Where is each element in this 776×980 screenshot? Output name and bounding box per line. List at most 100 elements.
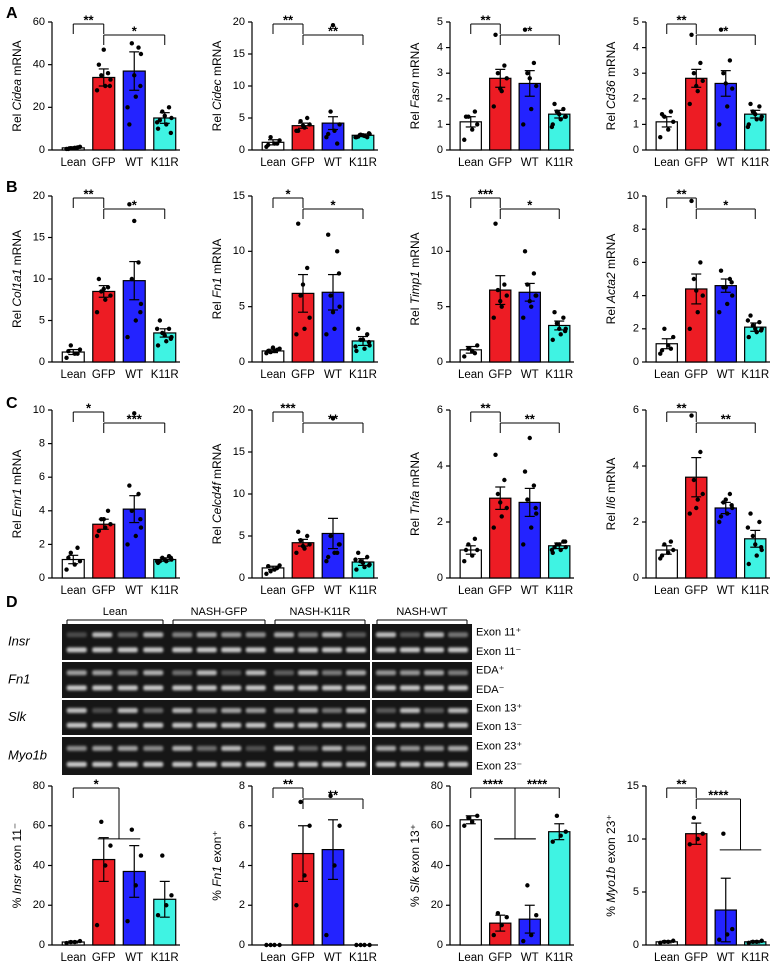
significance-label: **** xyxy=(708,787,729,802)
label-part: exon 23⁺ xyxy=(604,814,618,866)
data-point xyxy=(296,529,301,534)
gel-band xyxy=(322,685,342,691)
panel-label: A xyxy=(6,5,18,22)
data-point xyxy=(758,545,764,550)
gel-band xyxy=(346,708,366,713)
x-tick-label: GFP xyxy=(488,952,512,964)
gel-image xyxy=(372,737,472,775)
data-point xyxy=(552,545,557,550)
data-point xyxy=(499,304,504,309)
data-point xyxy=(521,938,526,944)
y-tick-label: 2 xyxy=(633,323,639,335)
data-point xyxy=(132,73,137,78)
gel-band xyxy=(376,722,396,728)
significance-label: ** xyxy=(480,400,491,415)
gel-band xyxy=(117,745,138,751)
data-point xyxy=(365,332,370,337)
gel-band xyxy=(117,670,138,676)
data-point xyxy=(504,293,509,298)
gel-band xyxy=(172,708,193,713)
data-point xyxy=(472,350,478,356)
label-part: % xyxy=(210,887,224,901)
x-tick-label: GFP xyxy=(684,952,708,964)
data-point xyxy=(659,348,665,353)
y-tick-label: 10 xyxy=(233,488,245,500)
lane-group-label: NASH-WT xyxy=(396,606,448,618)
data-point xyxy=(125,918,130,924)
x-tick-label: Lean xyxy=(654,585,680,597)
gel-band-label: Exon 11⁻ xyxy=(476,646,522,658)
label-part: Rel xyxy=(10,307,24,328)
data-point xyxy=(687,101,692,107)
data-point xyxy=(94,922,100,928)
data-point xyxy=(305,533,310,539)
data-point xyxy=(748,511,753,516)
data-point xyxy=(305,265,310,271)
data-point xyxy=(107,83,113,89)
error-bar xyxy=(98,837,109,883)
gene-name: Il6 xyxy=(604,496,618,509)
y-tick-label: 6 xyxy=(633,404,639,416)
data-point xyxy=(691,815,697,820)
data-point xyxy=(302,326,307,331)
significance-label: * xyxy=(527,197,533,212)
data-point xyxy=(529,106,534,112)
data-point xyxy=(138,83,143,89)
y-tick-label: 10 xyxy=(233,245,245,257)
data-point xyxy=(754,117,759,122)
y-tick-label: 15 xyxy=(233,190,245,202)
y-tick-label: 0 xyxy=(633,144,639,156)
data-point xyxy=(305,115,310,121)
data-point xyxy=(691,477,697,483)
gel-band-label: Exon 23⁻ xyxy=(476,760,522,772)
data-point xyxy=(504,505,509,511)
data-point xyxy=(294,550,299,555)
data-point xyxy=(725,301,730,307)
y-tick-label: 80 xyxy=(431,780,443,792)
x-tick-label: GFP xyxy=(291,585,315,597)
gel-band xyxy=(117,722,138,728)
data-point xyxy=(275,565,280,571)
data-point xyxy=(337,122,342,127)
data-point xyxy=(365,554,370,560)
data-point xyxy=(491,525,496,530)
data-point xyxy=(717,122,722,127)
data-point xyxy=(358,942,363,948)
x-tick-label: GFP xyxy=(291,369,315,381)
significance-label: ** xyxy=(676,776,687,791)
data-point xyxy=(462,354,467,359)
data-point xyxy=(475,547,480,553)
y-tick-label: 4 xyxy=(39,505,45,517)
data-point xyxy=(277,138,282,143)
data-point xyxy=(353,344,358,349)
gel-band xyxy=(196,632,217,638)
data-point xyxy=(695,497,700,502)
data-point xyxy=(521,315,526,320)
label-part: mRNA xyxy=(210,41,224,80)
gel-band xyxy=(346,632,366,638)
data-point xyxy=(746,561,751,567)
y-tick-label: 15 xyxy=(33,231,45,243)
gel-band xyxy=(322,670,342,676)
data-point xyxy=(103,525,108,530)
y-tick-label: 0 xyxy=(437,356,443,368)
data-point xyxy=(502,477,507,483)
gel-band xyxy=(346,685,366,691)
y-tick-label: 60 xyxy=(431,820,443,832)
data-point xyxy=(108,293,113,298)
x-tick-label: WT xyxy=(717,157,735,169)
data-point xyxy=(108,522,113,527)
data-point xyxy=(362,564,367,570)
data-point xyxy=(160,853,165,858)
data-point xyxy=(75,145,80,150)
data-point xyxy=(162,557,167,562)
data-point xyxy=(108,77,113,82)
data-point xyxy=(336,271,342,276)
x-tick-label: Lean xyxy=(260,157,286,169)
gel-band xyxy=(143,722,164,728)
data-point xyxy=(101,517,106,522)
y-tick-label: 5 xyxy=(239,112,245,124)
